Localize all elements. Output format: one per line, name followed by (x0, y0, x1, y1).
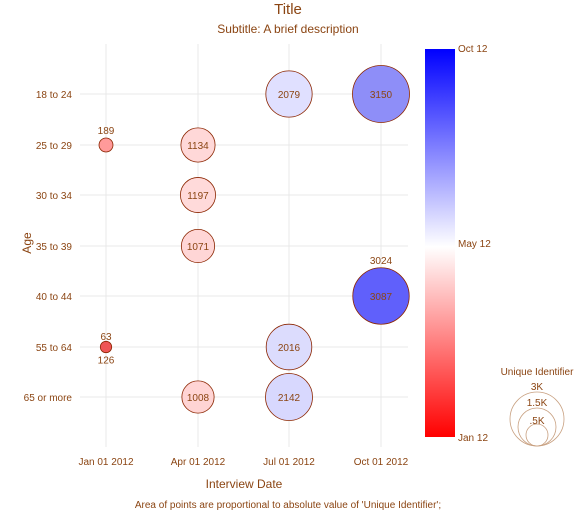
y-tick-label: 18 to 24 (36, 90, 73, 101)
data-point (98, 137, 114, 153)
data-point (181, 380, 215, 414)
data-point (180, 177, 216, 213)
data-point (352, 267, 410, 325)
y-tick-label: 40 to 44 (36, 292, 73, 303)
size-legend: Unique Identifier 3K 1.5K .5K (501, 367, 574, 447)
data-point (99, 340, 113, 354)
colorbar-label-mid: May 12 (458, 239, 491, 250)
x-tick-labels: Jan 01 2012 Apr 01 2012 Jul 01 2012 Oct 01 … (78, 457, 408, 468)
data-label: 3087 (370, 292, 393, 303)
chart-title: Title (274, 1, 302, 18)
x-tick-label: Jul 01 2012 (263, 457, 315, 468)
y-tick-label: 55 to 64 (36, 343, 73, 354)
size-legend-label-medium: 1.5K (527, 398, 548, 409)
data-point (180, 127, 216, 163)
data-label: 63 (100, 332, 112, 343)
data-label: 2142 (278, 393, 301, 404)
data-label: 1008 (187, 393, 210, 404)
x-tick-label: Jan 01 2012 (78, 457, 133, 468)
y-tick-label: 35 to 39 (36, 242, 73, 253)
chart-subtitle: Subtitle: A brief description (217, 22, 358, 36)
x-axis-label: Interview Date (206, 477, 283, 491)
data-label: 126 (98, 356, 115, 367)
data-label: 1197 (187, 191, 209, 202)
data-point (265, 323, 313, 371)
size-legend-title: Unique Identifier (501, 367, 574, 378)
colorbar-label-high: Oct 12 (458, 44, 488, 55)
data-label: 3024 (370, 256, 393, 267)
data-label: 3150 (370, 90, 393, 101)
data-label: 2016 (278, 343, 301, 354)
y-tick-labels: 18 to 24 25 to 29 30 to 34 35 to 39 40 to 44… (24, 90, 73, 404)
data-point (352, 65, 410, 123)
data-labels: 2079 3150 189 1134 1197 1071 3024 3087 63 126 2016… (98, 90, 393, 404)
data-label: 1134 (187, 141, 209, 152)
size-legend-label-small: .5K (529, 416, 544, 427)
data-point (265, 70, 313, 118)
data-points (98, 65, 410, 421)
data-point (265, 373, 313, 421)
data-point (180, 228, 216, 264)
data-label: 189 (98, 126, 115, 137)
data-label: 1071 (187, 242, 210, 253)
size-legend-label-large: 3K (531, 382, 544, 393)
chart-caption: Area of points are proportional to absol… (135, 500, 441, 511)
y-tick-label: 30 to 34 (36, 191, 73, 202)
y-tick-label: 65 or more (24, 393, 73, 404)
size-legend-circle-medium (517, 407, 557, 447)
x-tick-label: Apr 01 2012 (171, 457, 226, 468)
y-axis-label: Age (20, 232, 34, 254)
size-legend-circle-small (525, 423, 549, 447)
colorbar-label-low: Jan 12 (458, 433, 488, 444)
x-tick-label: Oct 01 2012 (354, 457, 409, 468)
colorbar (425, 49, 455, 437)
data-label: 2079 (278, 90, 301, 101)
y-tick-label: 25 to 29 (36, 141, 73, 152)
